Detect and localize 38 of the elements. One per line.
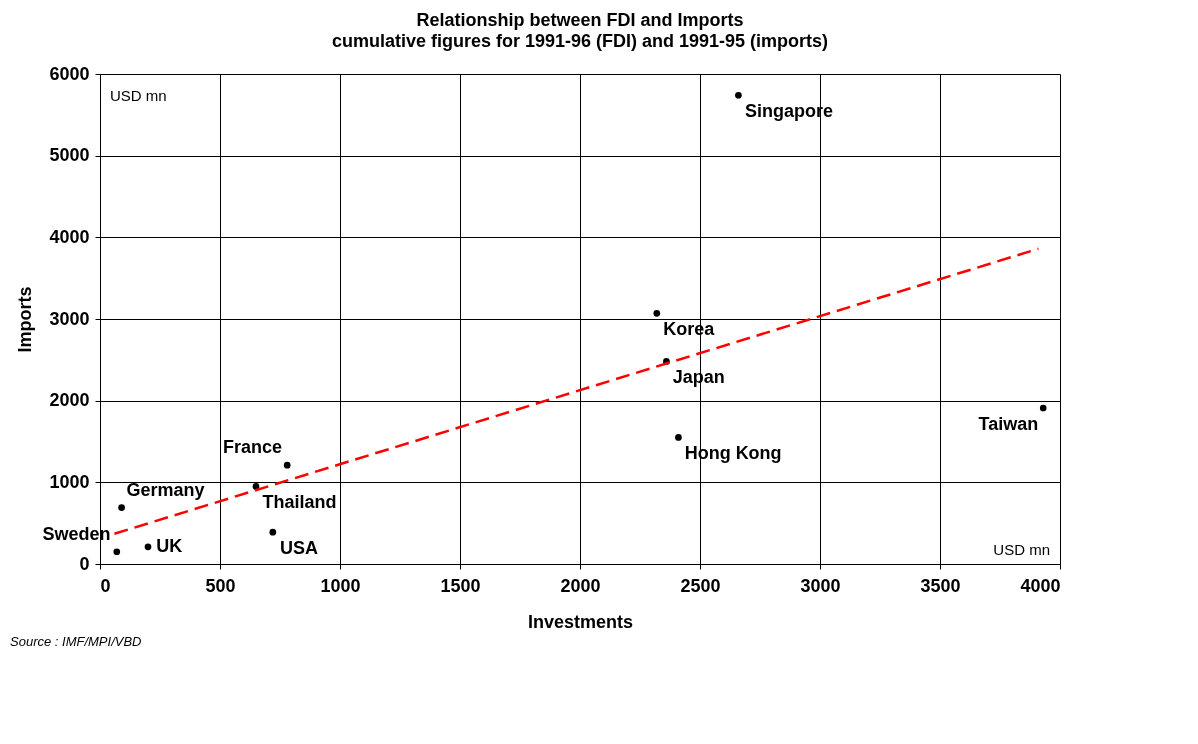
x-tick-label: 500 <box>205 575 236 596</box>
chart-subtitle: cumulative figures for 1991-96 (FDI) and 1991-95 (imports) <box>331 31 829 51</box>
y-tick-label: 4000 <box>49 226 90 247</box>
point <box>675 434 682 441</box>
annotation: Thailand <box>262 492 337 513</box>
point <box>269 528 277 536</box>
y-tick-label: 3000 <box>49 308 90 329</box>
annotation: Germany <box>126 479 205 500</box>
annotation: USA <box>280 538 319 559</box>
annotation: USD mn <box>993 541 1050 558</box>
y-tick-label: 5000 <box>49 145 90 166</box>
chart-title: Relationship between FDI and Imports <box>416 10 744 30</box>
point <box>144 543 152 551</box>
point <box>283 461 291 469</box>
x-tick-label: 4000 <box>1020 575 1061 596</box>
y-tick-label: 6000 <box>49 63 90 84</box>
point <box>1039 404 1047 412</box>
x-tick-label: 3500 <box>920 575 961 596</box>
point <box>735 91 742 99</box>
annotation: UK <box>156 536 183 557</box>
x-tick-label: 3000 <box>800 575 841 596</box>
x-tick-label: 2000 <box>560 575 601 596</box>
annotation: Taiwan <box>978 414 1039 435</box>
x-tick-label: 1500 <box>440 575 481 596</box>
x-tick-label: 2500 <box>680 575 721 596</box>
x-tick-label: 0 <box>100 575 111 596</box>
x-axis-title: Investments <box>527 611 634 632</box>
source-note: Source : IMF/MPI/VBD <box>10 634 142 649</box>
point <box>113 548 121 556</box>
x-tick-label: 1000 <box>320 575 361 596</box>
annotation: USD mn <box>110 87 167 104</box>
y-tick-label: 1000 <box>49 471 90 492</box>
point <box>653 309 661 317</box>
annotation: France <box>222 437 282 458</box>
y-tick-label: 2000 <box>49 390 90 411</box>
point <box>118 504 125 511</box>
y-tick-label: 0 <box>79 553 90 574</box>
y-axis-title: Imports <box>15 286 36 353</box>
